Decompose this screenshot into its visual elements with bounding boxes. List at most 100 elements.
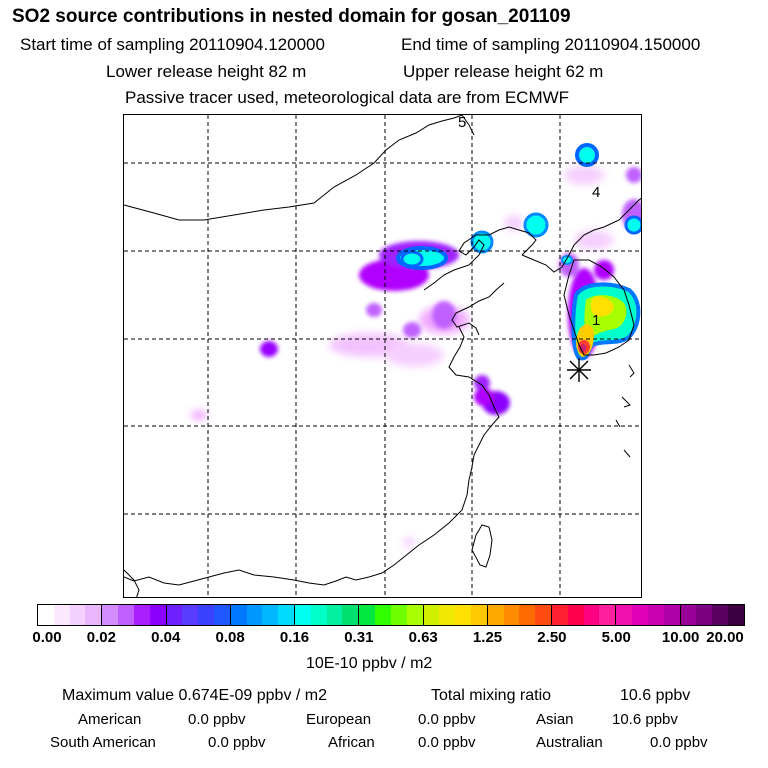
plume-cyan — [575, 143, 599, 167]
plume-violet — [260, 341, 278, 357]
colorbar-segment — [310, 605, 327, 625]
colorbar-tick-label: 1.25 — [472, 629, 503, 646]
plume-violet — [366, 303, 382, 317]
colorbar-segment — [375, 605, 391, 625]
colorbar-tick-label: 0.00 — [32, 629, 62, 646]
colorbar-segment — [38, 605, 54, 625]
plume-violet — [474, 388, 494, 406]
colorbar-segment — [85, 605, 103, 625]
max-value-label: Maximum value 0.674E-09 ppbv / m2 — [62, 687, 328, 704]
african-value: 0.0 ppbv — [418, 734, 476, 751]
colorbar-tick-label: 2.50 — [537, 629, 567, 646]
colorbar-tick-label: 0.04 — [151, 629, 181, 646]
colorbar-segment — [423, 605, 440, 625]
plume-faint — [574, 230, 614, 250]
start-time-label: Start time of sampling 20110904.120000 — [20, 35, 325, 54]
colorbar-segment — [230, 605, 247, 625]
colorbar-tick-label: 0.08 — [215, 629, 245, 646]
colorbar-segment — [198, 605, 214, 625]
plume-cyan — [624, 215, 641, 235]
colorbar-segment — [439, 605, 456, 625]
total-mixing-ratio-label: Total mixing ratio — [431, 687, 552, 704]
korea-hotspot — [571, 282, 641, 361]
colorbar-segment — [53, 605, 70, 625]
coastline — [124, 115, 641, 597]
colorbar-segment — [519, 605, 536, 625]
colorbar-segment — [390, 605, 407, 625]
map-panel: 1 4 5 — [123, 114, 642, 598]
plume-layer — [191, 143, 641, 547]
tracer-note: Passive tracer used, meteorological data… — [125, 88, 570, 107]
colorbar-segment — [680, 605, 697, 625]
plume-violet — [594, 260, 614, 280]
american-label: American — [78, 711, 142, 728]
colorbar-tick-label: 0.63 — [408, 629, 438, 646]
colorbar-tick-label: 10.00 — [661, 629, 700, 646]
asian-value: 10.6 ppbv — [612, 711, 678, 728]
colorbar-segment — [535, 605, 552, 625]
region-marker-1: 1 — [592, 312, 600, 329]
colorbar-segment — [727, 605, 744, 625]
figure-title: SO2 source contributions in nested domai… — [12, 6, 571, 27]
colorbar-segment — [295, 605, 311, 625]
colorbar-segment — [599, 605, 617, 625]
colorbar-segment — [696, 605, 713, 625]
plume-violet — [432, 301, 456, 329]
european-value: 0.0 ppbv — [418, 711, 476, 728]
plume-violet — [626, 167, 641, 183]
colorbar-segment — [647, 605, 664, 625]
colorbar-segment — [567, 605, 584, 625]
colorbar-segment — [616, 605, 633, 625]
colorbar-segment — [632, 605, 648, 625]
american-value: 0.0 ppbv — [188, 711, 246, 728]
south-american-label: South American — [50, 734, 156, 751]
colorbar-tick-label: 5.00 — [601, 629, 631, 646]
south-american-value: 0.0 ppbv — [208, 734, 266, 751]
end-time-label: End time of sampling 20110904.150000 — [401, 35, 701, 54]
african-label: African — [328, 734, 375, 751]
colorbar-segment — [149, 605, 167, 625]
plume-cyan — [561, 255, 573, 265]
australian-label: Australian — [536, 734, 603, 751]
plume-cyan — [523, 212, 549, 238]
colorbar — [37, 604, 745, 626]
map-canvas: 1 4 5 — [124, 115, 641, 597]
colorbar-segment — [278, 605, 295, 625]
colorbar-segment — [118, 605, 134, 625]
colorbar-segment — [182, 605, 199, 625]
colorbar-segment — [342, 605, 360, 625]
colorbar-segment — [213, 605, 231, 625]
region-marker-5: 5 — [458, 115, 466, 131]
plume-faint — [564, 165, 604, 185]
colorbar-segment — [246, 605, 263, 625]
colorbar-segment — [487, 605, 504, 625]
colorbar-segment — [69, 605, 86, 625]
colorbar-segment — [406, 605, 424, 625]
australian-value: 0.0 ppbv — [650, 734, 708, 751]
colorbar-tick-label: 20.00 — [706, 629, 744, 646]
colorbar-segment — [583, 605, 600, 625]
plume-violet — [474, 375, 490, 391]
total-mixing-ratio-value: 10.6 ppbv — [620, 687, 691, 704]
region-marker-4: 4 — [592, 184, 600, 201]
lat-lon-grid — [124, 115, 641, 597]
colorbar-segment — [262, 605, 279, 625]
colorbar-segment — [663, 605, 681, 625]
colorbar-segment — [166, 605, 183, 625]
colorbar-segment — [470, 605, 488, 625]
asian-label: Asian — [536, 711, 574, 728]
european-label: European — [306, 711, 372, 728]
plume-violet — [403, 322, 421, 338]
receptor-star-icon — [567, 358, 591, 382]
colorbar-tick-label: 0.02 — [86, 629, 116, 646]
lower-release-height-label: Lower release height 82 m — [106, 62, 307, 81]
plume-faint — [403, 537, 415, 547]
colorbar-tick-label: 0.31 — [344, 629, 374, 646]
colorbar-segment — [102, 605, 119, 625]
plume-faint — [191, 410, 207, 420]
colorbar-segment — [552, 605, 568, 625]
plume-faint — [384, 343, 444, 367]
colorbar-segment — [133, 605, 150, 625]
colorbar-unit-label: 10E-10 ppbv / m2 — [306, 655, 433, 672]
plume-cyan — [400, 250, 424, 268]
